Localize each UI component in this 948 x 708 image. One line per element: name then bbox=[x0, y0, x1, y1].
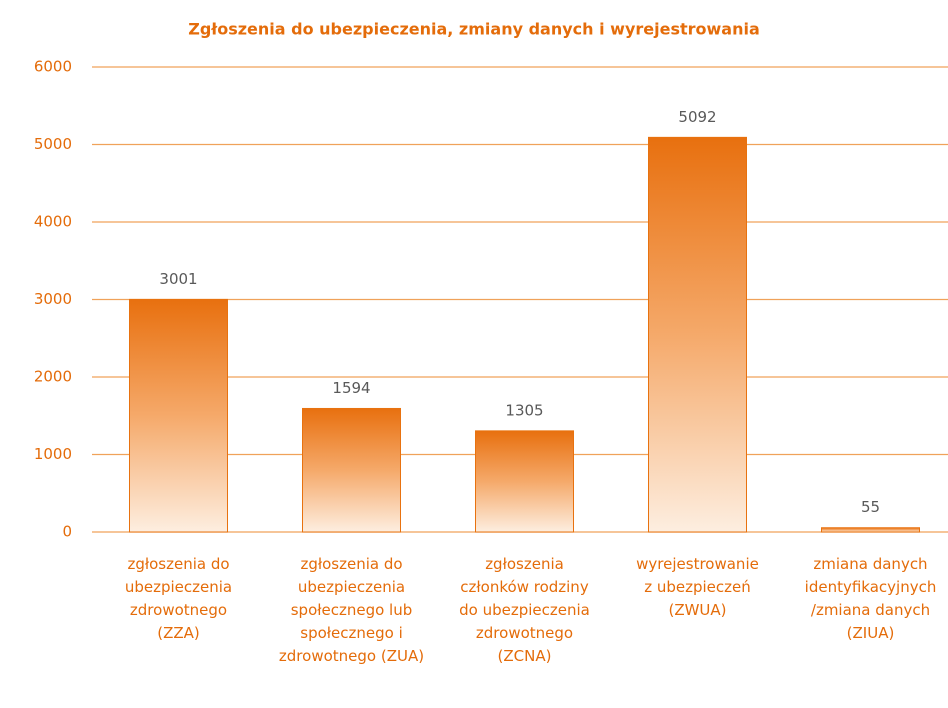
x-tick-label: zgłoszenia członków rodziny do ubezpiecz… bbox=[459, 555, 590, 665]
bar bbox=[129, 298, 228, 533]
x-tick-label: zgłoszenia do ubezpieczenia społecznego … bbox=[278, 555, 425, 665]
y-tick-label: 0 bbox=[62, 523, 72, 541]
bar bbox=[302, 407, 401, 533]
bar bbox=[821, 527, 920, 533]
x-tick-label: zgłoszenia do ubezpieczenia zdrowotnego … bbox=[124, 555, 233, 642]
bar bbox=[475, 430, 574, 533]
y-tick-label: 6000 bbox=[34, 58, 72, 76]
value-label: 1305 bbox=[505, 401, 543, 419]
y-tick-label: 2000 bbox=[34, 368, 72, 386]
value-label: 5092 bbox=[678, 108, 716, 126]
value-label: 55 bbox=[861, 498, 880, 516]
x-tick-label: wyrejestrowanie z ubezpieczeń (ZWUA) bbox=[636, 555, 759, 619]
y-tick-label: 1000 bbox=[34, 445, 72, 463]
value-label: 3001 bbox=[159, 270, 197, 288]
y-tick-label: 3000 bbox=[34, 290, 72, 308]
x-tick-label: zmiana danych identyfikacyjnych /zmiana … bbox=[804, 555, 937, 642]
bar bbox=[648, 136, 747, 533]
y-tick-label: 4000 bbox=[34, 213, 72, 231]
value-label: 1594 bbox=[332, 379, 370, 397]
chart-title: Zgłoszenia do ubezpieczenia, zmiany dany… bbox=[188, 20, 760, 39]
y-tick-label: 5000 bbox=[34, 135, 72, 153]
